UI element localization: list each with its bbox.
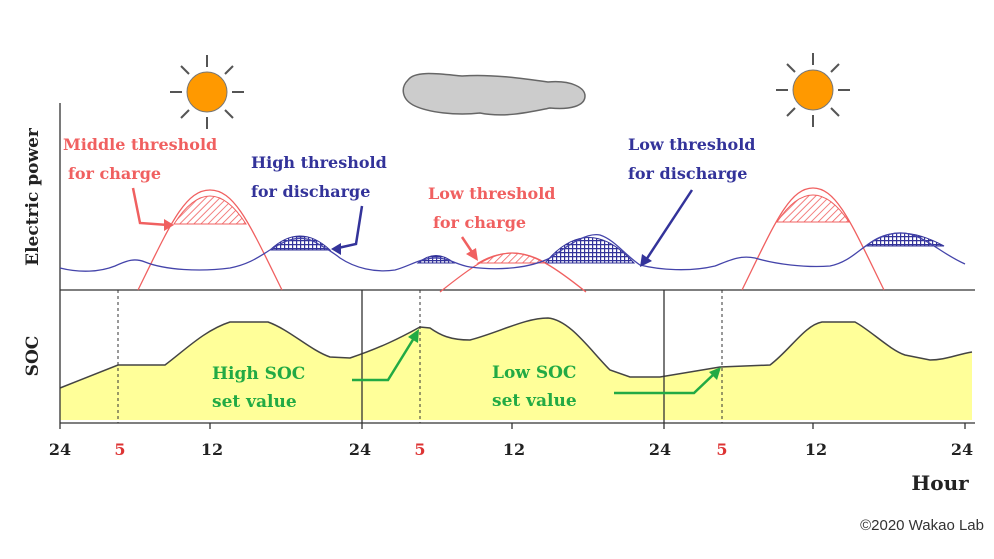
discharge-area-4 (864, 232, 945, 247)
arrow-high-soc (352, 329, 419, 382)
y-axis-title-soc: SOC (23, 336, 43, 377)
tick-label: 24 (951, 440, 973, 459)
arrow-low-charge (460, 236, 478, 261)
tick-label: 24 (349, 440, 371, 459)
label-low-discharge-1: Low threshold (628, 135, 755, 154)
label-low-soc-1: Low SOC (492, 363, 576, 383)
dawn-markers (117, 290, 723, 423)
charge-area-3 (776, 194, 850, 223)
arrow-low-soc (614, 367, 721, 395)
discharge-area-1 (268, 235, 332, 251)
label-middle-charge-2: for charge (68, 164, 161, 183)
arrow-low-discharge (640, 189, 694, 267)
label-low-soc-2: set value (492, 391, 577, 411)
label-high-discharge-1: High threshold (251, 153, 387, 172)
tick-label: 5 (716, 440, 727, 459)
label-low-charge-1: Low threshold (428, 184, 555, 203)
x-ticks (59, 423, 966, 429)
label-low-charge-2: for charge (433, 213, 526, 232)
tick-label: 24 (49, 440, 71, 459)
sun-icon (776, 53, 850, 127)
soc-axes (59, 290, 975, 424)
pv-generation-curve (137, 187, 885, 293)
sun-icon (170, 55, 244, 129)
label-high-soc-1: High SOC (212, 364, 305, 384)
arrow-high-discharge (331, 205, 364, 255)
cloud-icon (402, 72, 586, 116)
arrow-middle-charge (131, 187, 174, 231)
power-axes (59, 103, 975, 291)
x-axis-title: Hour (911, 471, 969, 495)
tick-label: 12 (805, 440, 827, 459)
label-low-discharge-2: for discharge (628, 164, 747, 183)
soc-curve (59, 317, 973, 389)
discharge-area-3 (543, 237, 636, 264)
tick-label: 5 (414, 440, 425, 459)
soc-fill (60, 318, 972, 420)
load-curve (59, 232, 966, 272)
tick-label: 5 (114, 440, 125, 459)
tick-label: 24 (649, 440, 671, 459)
label-middle-charge-1: Middle threshold (63, 135, 217, 154)
copyright: ©2020 Wakao Lab (860, 517, 984, 534)
charge-area-1 (173, 195, 247, 225)
label-high-soc-2: set value (212, 392, 297, 412)
tick-label: 12 (503, 440, 525, 459)
label-high-discharge-2: for discharge (251, 182, 370, 201)
y-axis-title-power: Electric power (23, 127, 43, 266)
tick-label: 12 (201, 440, 223, 459)
